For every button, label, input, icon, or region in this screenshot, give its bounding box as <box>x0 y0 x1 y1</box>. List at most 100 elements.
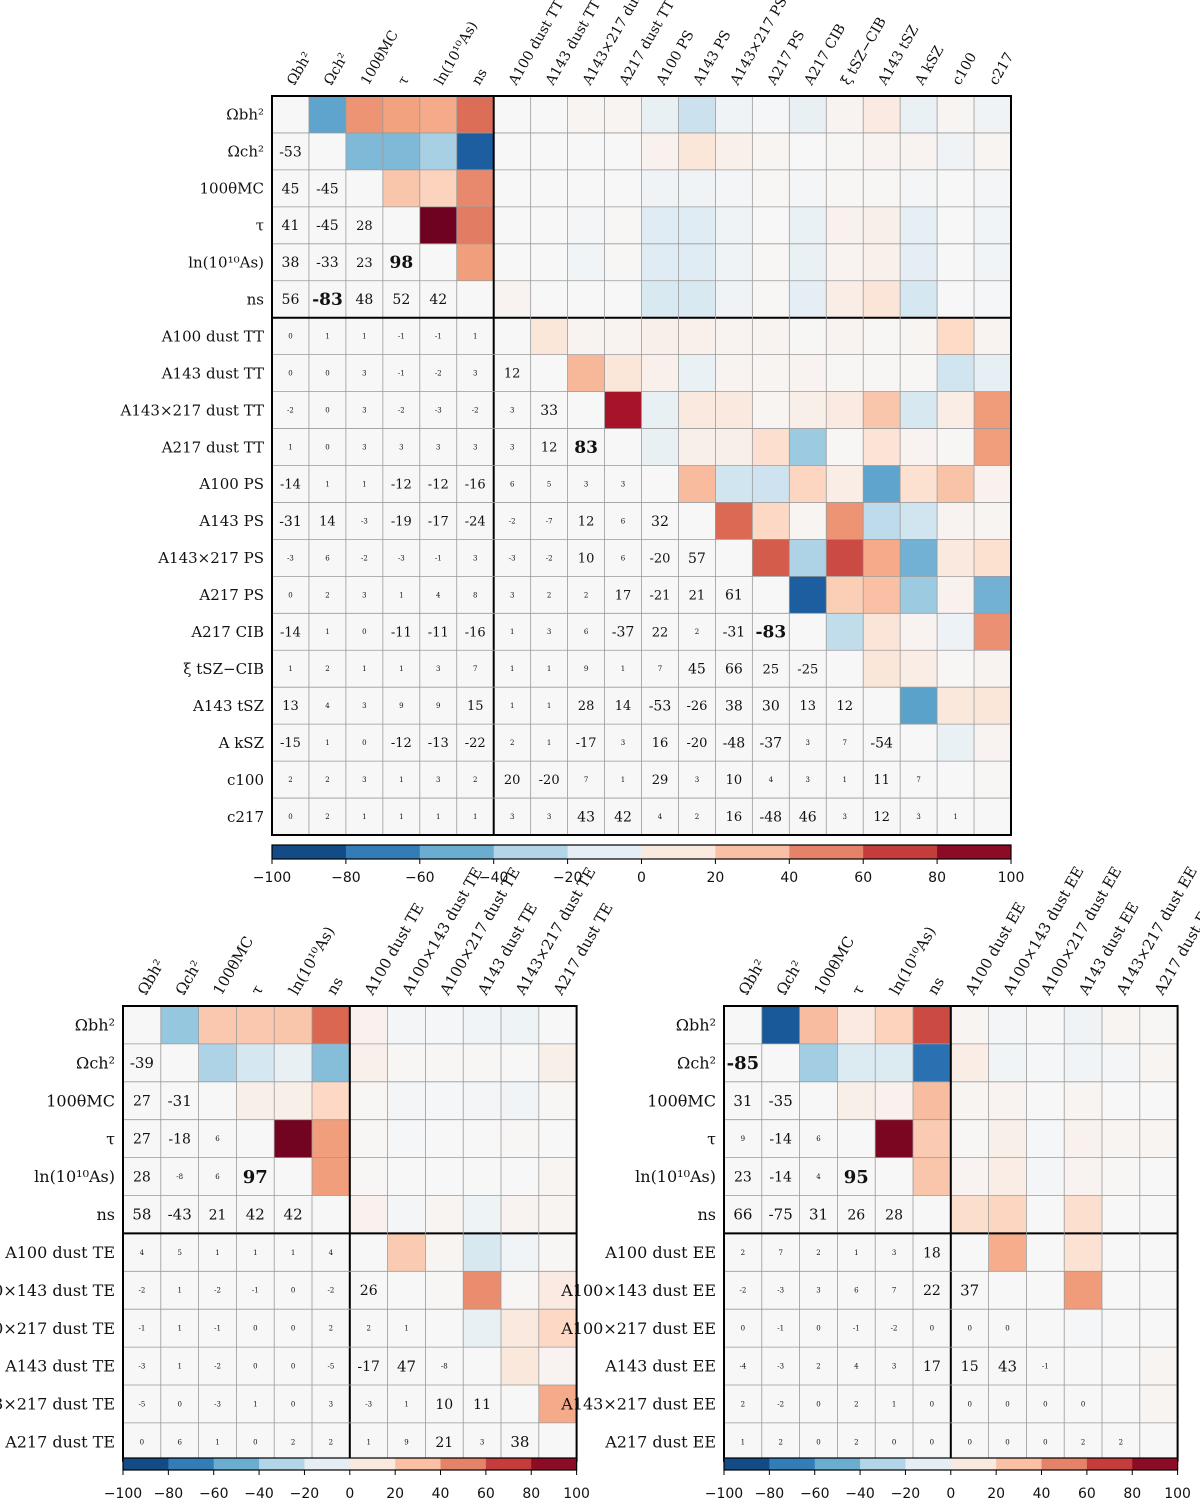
heatmap-cell <box>123 1119 162 1158</box>
row-label-ln-10-as: ln(10¹⁰As) <box>635 1167 716 1186</box>
heatmap-cell <box>678 687 716 725</box>
correlation-value: -35 <box>769 1092 793 1110</box>
heatmap-cell <box>826 243 864 282</box>
correlation-value: 3 <box>480 1438 484 1446</box>
heatmap-cell <box>463 1081 502 1120</box>
heatmap-cell <box>198 1233 237 1272</box>
correlation-value: -2 <box>546 554 553 562</box>
correlation-value: 97 <box>243 1167 268 1188</box>
colorbar-tick-label: 60 <box>1078 1486 1096 1502</box>
correlation-value: 9 <box>584 665 588 673</box>
correlation-value: 0 <box>741 1325 745 1333</box>
heatmap-cell <box>308 724 347 762</box>
heatmap-cell <box>308 761 347 799</box>
row-label-100-mc: 100θMC <box>46 1091 115 1110</box>
heatmap-cell <box>604 391 642 429</box>
heatmap-cell <box>345 502 384 540</box>
heatmap-cell <box>789 206 827 245</box>
heatmap-cell <box>160 1119 199 1158</box>
correlation-value: 58 <box>132 1206 151 1224</box>
heatmap-cell <box>678 391 716 429</box>
correlation-value: 1 <box>362 813 366 821</box>
heatmap-cell <box>382 465 421 503</box>
heatmap-cell <box>308 317 347 355</box>
correlation-value: 4 <box>325 702 330 710</box>
heatmap-cell <box>641 243 679 282</box>
heatmap-cell <box>382 724 421 762</box>
heatmap-cell <box>456 761 494 799</box>
colorbar-tick-label: −80 <box>154 1486 184 1502</box>
heatmap-cell <box>538 1157 577 1196</box>
correlation-value: -37 <box>612 625 635 641</box>
heatmap-cell <box>272 280 310 318</box>
heatmap-cell <box>387 1233 426 1272</box>
heatmap-cell <box>974 96 1012 134</box>
heatmap-cell <box>463 1271 502 1310</box>
heatmap-cell <box>789 502 827 540</box>
correlation-value: 4 <box>854 1363 859 1371</box>
heatmap-cell <box>752 132 790 171</box>
heatmap-cell <box>678 354 716 392</box>
heatmap-cell <box>875 1195 914 1234</box>
heatmap-cell <box>863 502 901 540</box>
row-label-a143-dust-ee: A143 dust EE <box>604 1357 716 1376</box>
heatmap-cell <box>715 428 753 466</box>
heatmap-cell <box>752 465 790 503</box>
correlation-value: 1 <box>177 1287 181 1295</box>
colorbar-tick-label: −40 <box>845 1486 875 1502</box>
heatmap-cell <box>530 761 568 799</box>
correlation-value: -53 <box>279 144 302 160</box>
heatmap-cell <box>538 1081 577 1120</box>
heatmap-cell <box>863 539 901 577</box>
correlation-value: -1 <box>398 333 405 341</box>
heatmap-cell <box>236 1347 275 1386</box>
heatmap-cell <box>826 724 864 762</box>
heatmap-cell <box>160 1157 199 1196</box>
heatmap-cell <box>715 206 753 245</box>
heatmap-cell <box>789 280 827 318</box>
correlation-value: 30 <box>762 699 780 715</box>
heatmap-cell <box>274 1006 313 1045</box>
correlation-value: 42 <box>284 1206 303 1224</box>
colorbar-tick-label: 60 <box>477 1486 495 1502</box>
heatmap-cell <box>761 1081 800 1120</box>
colorbar-tick-label: 100 <box>1164 1486 1191 1502</box>
row-label-ch: Ωch² <box>227 143 264 161</box>
heatmap-cell <box>272 687 310 725</box>
correlation-value: -1 <box>1042 1363 1049 1371</box>
heatmap-cell <box>604 354 642 392</box>
heatmap-cell <box>937 724 975 762</box>
heatmap-cell <box>789 687 827 725</box>
heatmap-cell <box>826 539 864 577</box>
correlation-value: 3 <box>806 739 810 747</box>
heatmap-cell <box>913 1233 952 1272</box>
heatmap-cell <box>425 1233 464 1272</box>
heatmap-cell <box>123 1385 162 1424</box>
correlation-value: 3 <box>842 813 846 821</box>
correlation-value: 2 <box>325 813 329 821</box>
row-label-a100-dust-te: A100 dust TE <box>4 1243 115 1262</box>
heatmap-cell <box>538 1119 577 1158</box>
correlation-value: 0 <box>1005 1438 1009 1446</box>
correlation-value: 1 <box>436 813 440 821</box>
heatmap-cell <box>493 687 531 725</box>
correlation-value: 7 <box>842 739 846 747</box>
correlation-value: 0 <box>288 813 292 821</box>
heatmap-cell <box>1064 1422 1103 1462</box>
heatmap-cell <box>974 761 1012 799</box>
colorbar-segment <box>485 1458 532 1470</box>
heatmap-cell <box>837 1006 876 1045</box>
heatmap-cell <box>345 576 384 614</box>
heatmap-cell <box>900 613 938 651</box>
heatmap-cell <box>567 539 605 577</box>
heatmap-cell <box>274 1119 313 1158</box>
correlation-value: -2 <box>138 1287 145 1295</box>
correlation-value: 3 <box>621 480 625 488</box>
heatmap-cell <box>826 576 864 614</box>
heatmap-cell <box>974 391 1012 429</box>
heatmap-cell <box>345 613 384 651</box>
row-label-a100-ps: A100 PS <box>198 475 264 493</box>
heatmap-cell <box>826 502 864 540</box>
heatmap-cell <box>501 1233 540 1272</box>
